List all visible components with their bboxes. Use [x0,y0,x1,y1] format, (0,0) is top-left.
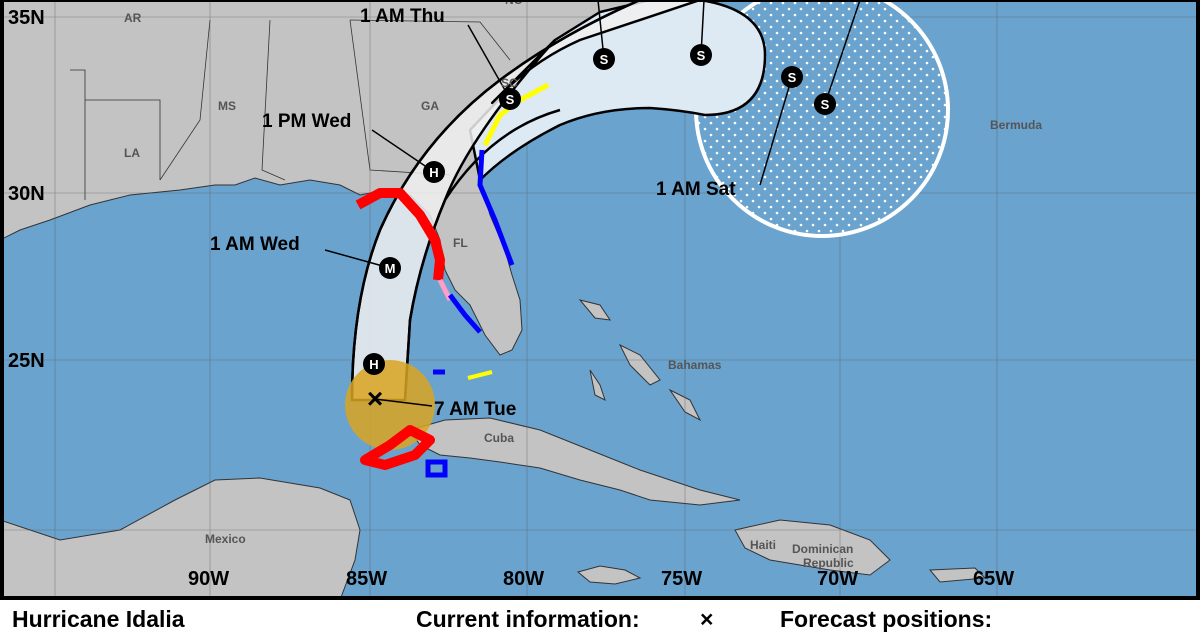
svg-text:M: M [385,261,396,276]
hurricane-warning-florida [355,188,445,281]
svg-text:S: S [600,52,609,67]
tropical-storm-watch-keys [467,370,493,380]
place-label: Haiti [750,538,776,552]
tropical-storm-warning-west-fl [448,293,482,334]
lat-label: 25N [8,350,45,372]
lon-label: 70W [817,568,858,590]
lon-label: 90W [188,568,229,590]
land-cuba [409,417,741,506]
svg-text:S: S [821,97,830,112]
legend-bar: Hurricane Idalia Current information: × … [0,596,1200,632]
place-label: GA [421,99,439,113]
forecast-positions-label: Forecast positions: [780,606,993,632]
forecast-marker: S [499,88,521,110]
forecast-cone-day4-5 [468,0,767,183]
place-label: Bahamas [668,358,722,372]
forecast-marker: H [363,353,385,375]
lon-label: 65W [973,568,1014,590]
map-frame [0,0,1200,600]
place-label: Dominican [792,542,853,556]
forecast-cone-map: × H M H S S S S S 7 AM Tue 1 AM Wed 1 PM… [0,0,1200,600]
graticule [0,0,1200,600]
lon-label: 85W [346,568,387,590]
svg-text:H: H [429,165,438,180]
land-puerto-rico [928,567,987,583]
place-label: Mexico [205,532,246,546]
time-label-1am-wed: 1 AM Wed [210,234,300,255]
svg-text:S: S [697,48,706,63]
tropical-storm-warning-east-fl [477,149,515,266]
place-label: MS [218,99,236,113]
forecast-marker: M [379,257,401,279]
tropical-storm-warning-cuba [425,459,448,478]
forecast-marker: S [593,48,615,70]
storm-name: Hurricane Idalia [12,606,185,632]
forecast-cone-outline [350,0,641,401]
svg-text:H: H [369,357,378,372]
place-label: AR [124,11,142,25]
forecast-marker: S [690,44,712,66]
land-hispaniola [734,519,891,576]
place-label: Cuba [484,431,514,445]
forecast-marker: S [781,66,803,88]
time-label-1pm-wed: 1 PM Wed [262,111,351,132]
time-label-current: 7 AM Tue [434,399,516,420]
current-information-symbol: × [700,606,714,632]
hurricane-warning-cuba [360,425,435,470]
forecast-marker: H [423,161,445,183]
place-label: Bermuda [990,118,1042,132]
svg-text:S: S [506,92,515,107]
forecast-marker: S [814,93,836,115]
svg-text:S: S [788,70,797,85]
place-label: SC [501,76,518,90]
time-label-1am-thu: 1 AM Thu [360,6,445,27]
place-label: Republic [803,556,854,570]
current-position-marker: × [367,383,383,414]
lat-label: 35N [8,7,45,29]
current-information-label: Current information: [416,606,640,632]
place-label: NC [505,0,523,7]
leader-lines [324,0,861,407]
lon-label: 75W [661,568,702,590]
time-label-1am-sat: 1 AM Sat [656,179,736,200]
land-jamaica [576,565,642,585]
place-label: FL [453,236,468,250]
lon-label: 80W [503,568,544,590]
place-label: LA [124,146,140,160]
lat-label: 30N [8,183,45,205]
